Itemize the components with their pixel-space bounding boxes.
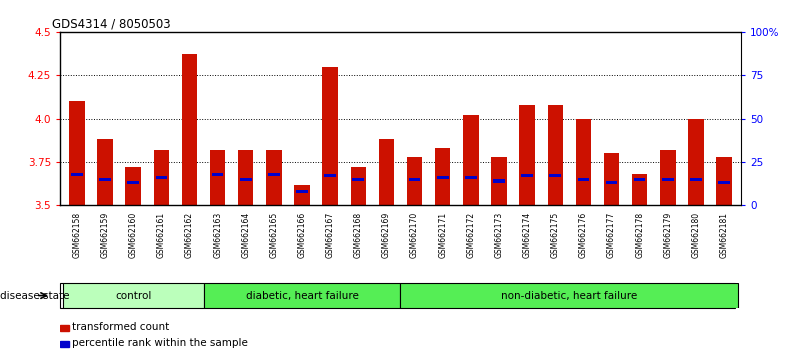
Bar (240, 178, 252, 181)
Bar (465, 176, 477, 179)
Bar (352, 178, 364, 181)
Bar (182, 55, 197, 205)
Bar (632, 174, 647, 205)
Bar (127, 181, 139, 184)
Bar (690, 178, 702, 181)
Bar (491, 157, 507, 205)
Bar (521, 174, 533, 177)
Text: transformed count: transformed count (72, 322, 169, 332)
Text: non-diabetic, heart failure: non-diabetic, heart failure (501, 291, 638, 301)
Bar (98, 139, 113, 205)
Bar (266, 150, 282, 205)
Bar (155, 176, 167, 179)
Bar (604, 153, 619, 205)
Bar (323, 67, 338, 205)
Bar (154, 150, 169, 205)
Text: diabetic, heart failure: diabetic, heart failure (246, 291, 359, 301)
Bar (324, 174, 336, 177)
Bar (634, 178, 646, 181)
Bar (493, 179, 505, 183)
Bar (296, 190, 308, 193)
Bar (126, 167, 141, 205)
FancyBboxPatch shape (400, 283, 738, 308)
Bar (210, 150, 225, 205)
Bar (549, 174, 561, 177)
Bar (69, 101, 85, 205)
Bar (463, 115, 478, 205)
Bar (294, 184, 310, 205)
Text: control: control (115, 291, 151, 301)
Bar (60, 341, 69, 347)
Text: GDS4314 / 8050503: GDS4314 / 8050503 (52, 18, 171, 31)
Bar (211, 172, 223, 176)
Bar (662, 178, 674, 181)
Bar (576, 119, 591, 205)
Bar (660, 150, 675, 205)
Bar (409, 178, 421, 181)
Bar (99, 178, 111, 181)
Bar (718, 181, 730, 184)
Bar (548, 105, 563, 205)
Bar (351, 167, 366, 205)
Bar (435, 148, 450, 205)
Bar (238, 150, 253, 205)
Bar (688, 119, 703, 205)
Bar (578, 178, 590, 181)
FancyBboxPatch shape (203, 283, 400, 308)
Bar (519, 105, 535, 205)
Bar (716, 157, 732, 205)
Bar (71, 172, 83, 176)
Bar (606, 181, 618, 184)
Bar (379, 139, 394, 205)
Bar (407, 157, 422, 205)
Text: percentile rank within the sample: percentile rank within the sample (72, 338, 248, 348)
FancyBboxPatch shape (63, 283, 203, 308)
Bar (268, 172, 280, 176)
Text: disease state: disease state (0, 291, 70, 301)
Bar (60, 325, 69, 331)
Bar (437, 176, 449, 179)
